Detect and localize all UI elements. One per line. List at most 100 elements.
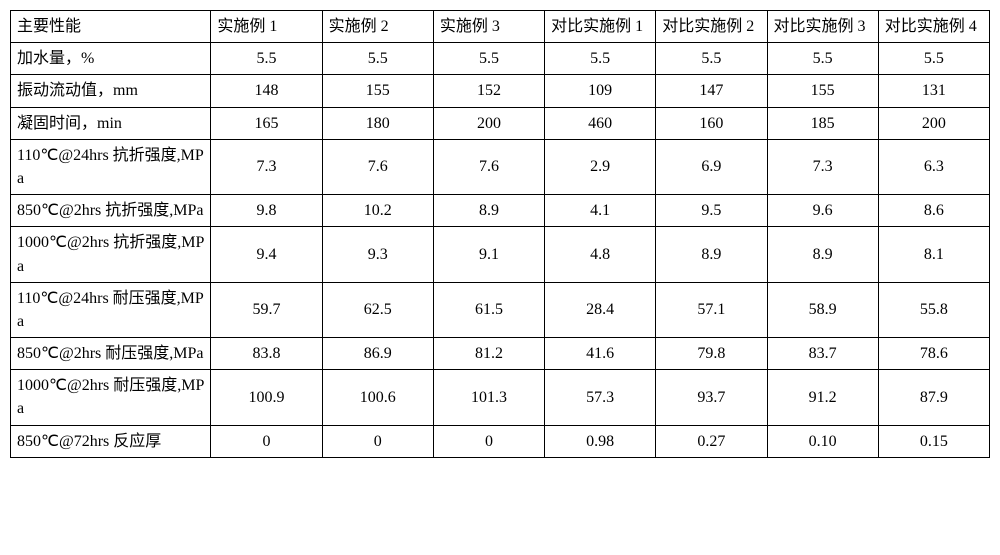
cell-value: 9.4: [211, 227, 322, 282]
table-row: 凝固时间，min165180200460160185200: [11, 107, 990, 139]
row-label: 1000℃@2hrs 耐压强度,MPa: [11, 370, 211, 425]
row-label: 1000℃@2hrs 抗折强度,MPa: [11, 227, 211, 282]
cell-value: 87.9: [878, 370, 989, 425]
cell-value: 4.8: [545, 227, 656, 282]
cell-value: 9.5: [656, 195, 767, 227]
cell-value: 5.5: [767, 43, 878, 75]
cell-value: 78.6: [878, 338, 989, 370]
cell-value: 59.7: [211, 282, 322, 337]
col-header: 实施例 2: [322, 11, 433, 43]
cell-value: 55.8: [878, 282, 989, 337]
cell-value: 79.8: [656, 338, 767, 370]
cell-value: 9.3: [322, 227, 433, 282]
row-label: 850℃@72hrs 反应厚: [11, 425, 211, 457]
cell-value: 100.6: [322, 370, 433, 425]
cell-value: 0.10: [767, 425, 878, 457]
cell-value: 155: [767, 75, 878, 107]
cell-value: 147: [656, 75, 767, 107]
cell-value: 5.5: [656, 43, 767, 75]
cell-value: 200: [878, 107, 989, 139]
row-label: 850℃@2hrs 抗折强度,MPa: [11, 195, 211, 227]
col-header: 实施例 1: [211, 11, 322, 43]
cell-value: 8.1: [878, 227, 989, 282]
cell-value: 28.4: [545, 282, 656, 337]
cell-value: 9.8: [211, 195, 322, 227]
cell-value: 5.5: [322, 43, 433, 75]
cell-value: 101.3: [433, 370, 544, 425]
col-header: 实施例 3: [433, 11, 544, 43]
cell-value: 7.6: [322, 139, 433, 194]
table-row: 振动流动值，mm148155152109147155131: [11, 75, 990, 107]
cell-value: 185: [767, 107, 878, 139]
cell-value: 180: [322, 107, 433, 139]
cell-value: 93.7: [656, 370, 767, 425]
cell-value: 5.5: [878, 43, 989, 75]
col-header: 对比实施例 4: [878, 11, 989, 43]
col-header: 主要性能: [11, 11, 211, 43]
cell-value: 9.6: [767, 195, 878, 227]
cell-value: 83.7: [767, 338, 878, 370]
table-row: 850℃@72hrs 反应厚0000.980.270.100.15: [11, 425, 990, 457]
cell-value: 86.9: [322, 338, 433, 370]
col-header: 对比实施例 2: [656, 11, 767, 43]
table-row: 850℃@2hrs 抗折强度,MPa9.810.28.94.19.59.68.6: [11, 195, 990, 227]
cell-value: 0.98: [545, 425, 656, 457]
cell-value: 57.3: [545, 370, 656, 425]
cell-value: 5.5: [433, 43, 544, 75]
cell-value: 148: [211, 75, 322, 107]
cell-value: 5.5: [211, 43, 322, 75]
table-body: 加水量，%5.55.55.55.55.55.55.5振动流动值，mm148155…: [11, 43, 990, 458]
col-header: 对比实施例 3: [767, 11, 878, 43]
cell-value: 131: [878, 75, 989, 107]
cell-value: 8.6: [878, 195, 989, 227]
cell-value: 10.2: [322, 195, 433, 227]
cell-value: 2.9: [545, 139, 656, 194]
cell-value: 100.9: [211, 370, 322, 425]
row-label: 110℃@24hrs 耐压强度,MPa: [11, 282, 211, 337]
data-table: 主要性能 实施例 1 实施例 2 实施例 3 对比实施例 1 对比实施例 2 对…: [10, 10, 990, 458]
table-row: 110℃@24hrs 耐压强度,MPa59.762.561.528.457.15…: [11, 282, 990, 337]
cell-value: 6.3: [878, 139, 989, 194]
table-row: 850℃@2hrs 耐压强度,MPa83.886.981.241.679.883…: [11, 338, 990, 370]
cell-value: 460: [545, 107, 656, 139]
cell-value: 41.6: [545, 338, 656, 370]
row-label: 振动流动值，mm: [11, 75, 211, 107]
table-row: 1000℃@2hrs 抗折强度,MPa9.49.39.14.88.98.98.1: [11, 227, 990, 282]
cell-value: 8.9: [656, 227, 767, 282]
row-label: 加水量，%: [11, 43, 211, 75]
cell-value: 152: [433, 75, 544, 107]
col-header: 对比实施例 1: [545, 11, 656, 43]
cell-value: 57.1: [656, 282, 767, 337]
table-row: 110℃@24hrs 抗折强度,MPa7.37.67.62.96.97.36.3: [11, 139, 990, 194]
cell-value: 81.2: [433, 338, 544, 370]
cell-value: 8.9: [767, 227, 878, 282]
row-label: 850℃@2hrs 耐压强度,MPa: [11, 338, 211, 370]
cell-value: 7.3: [767, 139, 878, 194]
cell-value: 7.3: [211, 139, 322, 194]
cell-value: 61.5: [433, 282, 544, 337]
cell-value: 0: [322, 425, 433, 457]
cell-value: 58.9: [767, 282, 878, 337]
table-head: 主要性能 实施例 1 实施例 2 实施例 3 对比实施例 1 对比实施例 2 对…: [11, 11, 990, 43]
cell-value: 160: [656, 107, 767, 139]
cell-value: 83.8: [211, 338, 322, 370]
cell-value: 109: [545, 75, 656, 107]
cell-value: 0.15: [878, 425, 989, 457]
table-row: 加水量，%5.55.55.55.55.55.55.5: [11, 43, 990, 75]
table-header-row: 主要性能 实施例 1 实施例 2 实施例 3 对比实施例 1 对比实施例 2 对…: [11, 11, 990, 43]
cell-value: 0: [433, 425, 544, 457]
row-label: 110℃@24hrs 抗折强度,MPa: [11, 139, 211, 194]
cell-value: 8.9: [433, 195, 544, 227]
cell-value: 0: [211, 425, 322, 457]
cell-value: 4.1: [545, 195, 656, 227]
table-container: 主要性能 实施例 1 实施例 2 实施例 3 对比实施例 1 对比实施例 2 对…: [10, 10, 990, 458]
cell-value: 9.1: [433, 227, 544, 282]
row-label: 凝固时间，min: [11, 107, 211, 139]
cell-value: 200: [433, 107, 544, 139]
cell-value: 165: [211, 107, 322, 139]
cell-value: 7.6: [433, 139, 544, 194]
cell-value: 62.5: [322, 282, 433, 337]
cell-value: 91.2: [767, 370, 878, 425]
cell-value: 0.27: [656, 425, 767, 457]
cell-value: 155: [322, 75, 433, 107]
